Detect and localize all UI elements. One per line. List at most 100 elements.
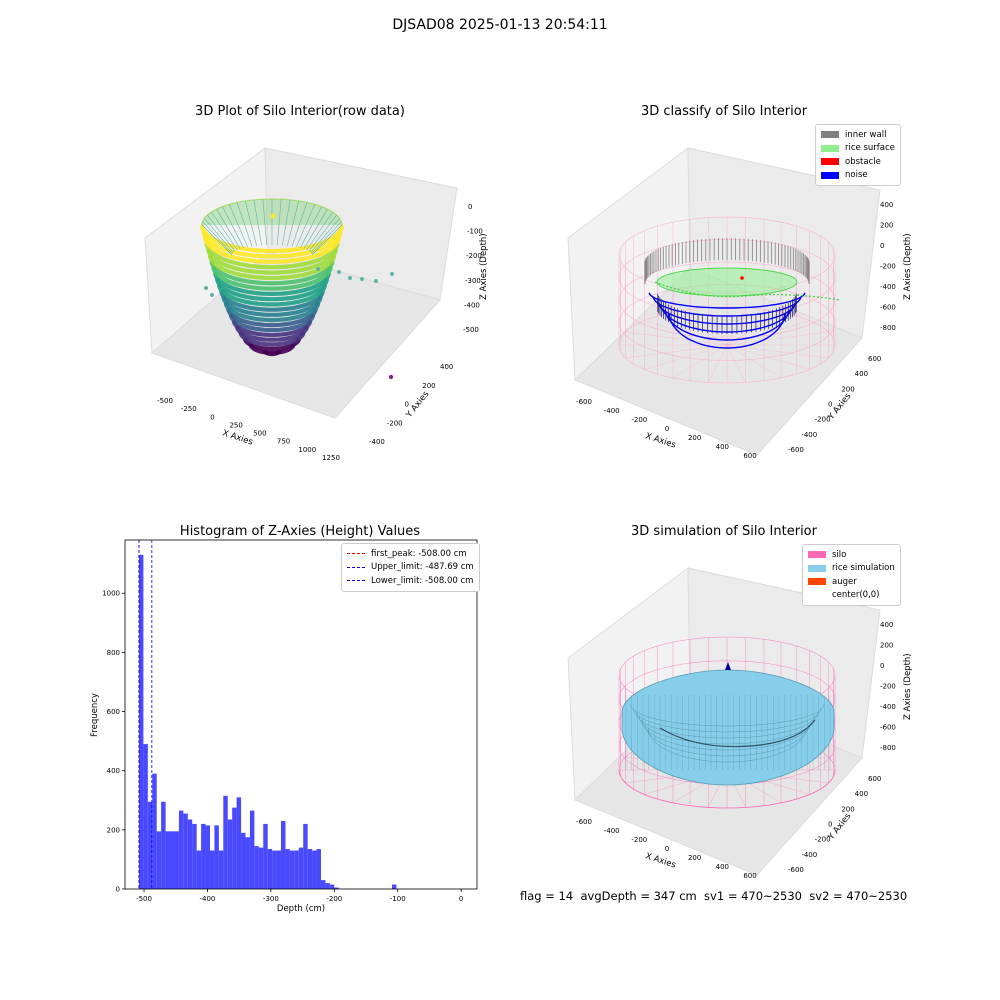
raw-mesh-line — [262, 199, 268, 246]
raw-points — [199, 198, 394, 380]
x-tick-label: -600 — [576, 818, 592, 826]
z-tick-label: -200 — [880, 263, 896, 271]
raw-mesh-line — [201, 224, 233, 256]
legend-swatch-center — [808, 592, 826, 599]
cls-x-label: X Axies — [644, 431, 677, 450]
y-tick-label: -600 — [788, 446, 804, 454]
y-tick-label: 0 — [828, 401, 832, 409]
histogram-bar — [272, 850, 277, 889]
histogram-bar — [161, 801, 166, 889]
raw-mesh-line — [311, 221, 342, 254]
histogram-bar — [152, 773, 157, 889]
histogram-bar — [312, 850, 317, 889]
silo-floor-spoke — [726, 307, 746, 346]
histogram-chart: -500 -400 -300 -200 -100 0 0 200 400 600 800 1000 D… — [90, 539, 478, 914]
rice-mesh-ring — [635, 711, 819, 739]
obstacle-point — [740, 276, 744, 280]
x-tick-label: -400 — [604, 407, 620, 415]
legend-swatch-silo — [808, 551, 826, 559]
histogram-bar — [303, 823, 308, 889]
x-tick-label: 0 — [210, 413, 214, 421]
silo-floor-spoke — [625, 331, 728, 346]
histogram-bar — [223, 795, 228, 889]
x-tick-label: 250 — [229, 421, 242, 429]
raw-stray-point — [337, 270, 341, 274]
raw-mesh-line — [291, 202, 308, 247]
legend-swatch-rice-surface — [821, 144, 839, 152]
panel-title-classify: 3D classify of Silo Interior — [640, 104, 808, 119]
y-tick-label: 200 — [841, 805, 854, 813]
sim-silo-wireframe-front — [618, 769, 836, 809]
x-tick-label: 400 — [716, 863, 729, 871]
x-tick-label: 200 — [688, 854, 701, 862]
histogram-bar — [289, 850, 295, 889]
status-footer: flag = 14 avgDepth = 347 cm sv1 = 470~25… — [520, 889, 908, 903]
x-tick-label: 1250 — [322, 454, 340, 462]
raw-stray-point — [374, 279, 378, 283]
panel-title-histogram: Histogram of Z-Axies (Height) Values — [179, 524, 421, 539]
legend-line-first-peak — [347, 553, 365, 555]
silo-floor-spoke — [672, 344, 728, 379]
raw-bowl-ring — [215, 278, 329, 302]
y-tick-label: -200 — [815, 836, 831, 844]
histogram-bar — [174, 831, 179, 889]
histogram-xtick-label: -500 — [136, 895, 152, 903]
raw-mesh-line — [282, 199, 291, 246]
raw-stray-point — [316, 267, 320, 271]
raw-stray-point — [360, 277, 364, 281]
histogram-bar — [227, 819, 233, 889]
z-tick-label: 0 — [468, 203, 472, 211]
y-tick-label: 0 — [828, 821, 832, 829]
z-tick-label: -400 — [880, 703, 896, 711]
z-tick-label: -200 — [466, 252, 482, 260]
raw-bowl-ring — [221, 296, 323, 317]
histogram-bar — [143, 744, 148, 889]
raw-stray-point — [390, 272, 394, 276]
x-tick-label: 750 — [277, 438, 290, 446]
cls-z-label: Z Axies (Depth) — [903, 233, 913, 300]
raw-bowl-ring — [231, 319, 313, 338]
z-tick-label: 0 — [880, 662, 884, 670]
sim-x-label: X Axies — [644, 851, 677, 870]
sim-rice-surface — [621, 669, 835, 786]
x-tick-label: 1000 — [298, 446, 316, 454]
histogram-bar — [307, 849, 313, 889]
histogram-bar — [214, 825, 219, 889]
y-tick-label: 600 — [868, 355, 881, 363]
legend-label-silo: silo — [832, 549, 847, 560]
raw-bowl-ring — [206, 248, 338, 275]
simulation-legend: silo rice simulation auger center(0,0) — [802, 544, 901, 606]
raw-bowl-ring — [242, 337, 302, 352]
z-tick-label: -400 — [464, 301, 480, 309]
silo-floor-spoke — [726, 344, 782, 379]
histogram-bar — [294, 850, 299, 889]
raw-top-point — [270, 213, 276, 219]
x-tick-label: 0 — [665, 845, 669, 853]
histogram-bar — [205, 825, 210, 889]
silo-floor-spoke — [644, 344, 728, 370]
histogram-bar — [165, 831, 171, 889]
rice-mesh-ring — [647, 727, 807, 763]
raw-bowl-ring — [217, 284, 327, 307]
raw-mesh-line — [287, 200, 300, 246]
raw-stray-point — [210, 293, 214, 297]
legend-line-upper-limit — [347, 566, 365, 568]
raw-mesh-line — [216, 209, 241, 250]
rice-surface-trail — [654, 281, 841, 301]
histogram-bar — [329, 884, 335, 889]
histogram-bar — [281, 820, 286, 889]
z-tick-label: -300 — [465, 277, 481, 285]
raw-data-3d-plot: Z Axies (Depth) X Axies Y Axies -500-250… — [144, 147, 489, 462]
histogram-bar — [241, 832, 246, 889]
histogram-xtick-label: -200 — [326, 895, 342, 903]
histogram-bar — [209, 850, 215, 889]
histogram-bar — [156, 831, 162, 889]
raw-mesh-line — [211, 211, 238, 251]
histogram-bar — [192, 823, 197, 889]
raw-bowl-ring — [201, 230, 343, 259]
y-tick-label: 200 — [422, 382, 435, 390]
histogram-bar — [285, 849, 290, 889]
raw-mesh-line — [303, 209, 328, 250]
rice-mesh-ring — [644, 723, 810, 757]
auger-marker — [725, 662, 731, 670]
